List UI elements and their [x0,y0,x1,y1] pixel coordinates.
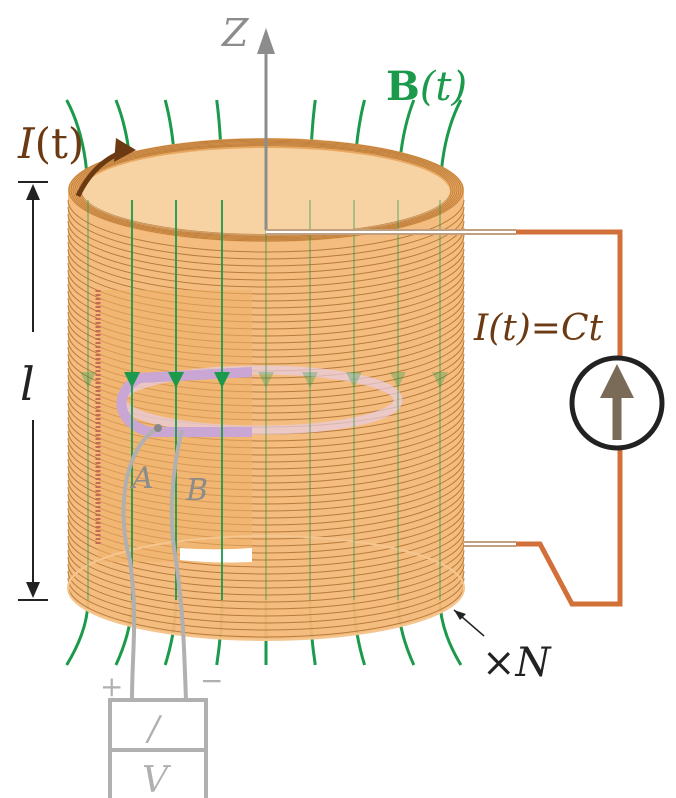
wire-top [516,229,623,360]
external-circuit: I(t)=Ct [266,229,665,607]
plus-sign: + [100,670,123,703]
current-law-label: I(t)=Ct [473,308,603,349]
z-axis-arrowhead [257,28,275,54]
z-axis-label: Z [221,11,249,55]
current-direction-arrowhead [114,138,136,162]
probe-wire-left [121,426,160,701]
coil-bottom-edge [67,535,465,641]
field-label: B(t) [386,63,467,110]
field-lines-front [80,200,448,600]
source-arrow-icon [600,364,634,398]
minus-sign: − [200,664,223,697]
length-indicator: l [18,181,48,601]
voltmeter-assembly: A B + − / V [100,424,223,798]
current-label: I(t) [17,119,84,168]
probe-wire-right [169,429,188,701]
probe-right-label: B [185,473,208,508]
wire-bottom [516,446,623,607]
meter-bottom-label: V [142,760,172,798]
probe-left-label: A [129,461,154,496]
turns-label: ×N [482,640,553,686]
z-axis: Z [221,11,275,230]
cutaway-bottom-gap [180,548,252,563]
meter-top-label: / [145,709,163,749]
coil-turns [67,199,465,638]
length-label: l [20,357,35,411]
